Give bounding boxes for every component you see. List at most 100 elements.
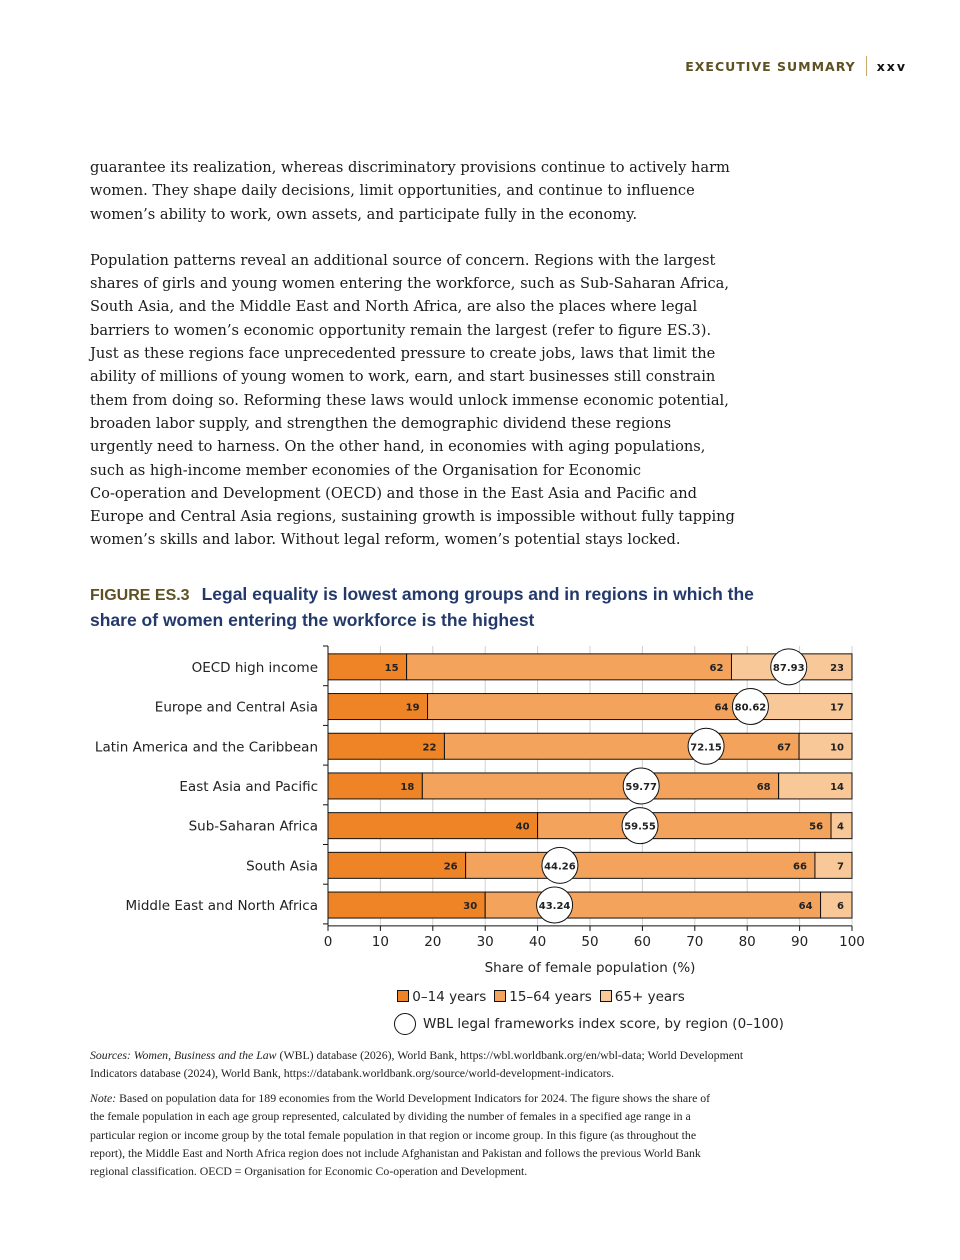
bar-segment xyxy=(406,653,732,681)
text-line: Population patterns reveal an additional… xyxy=(90,251,716,269)
bar-segment xyxy=(327,693,429,721)
score-marker xyxy=(536,886,574,924)
text-line: South Asia, and the Middle East and Nort… xyxy=(90,298,698,316)
bar-segment xyxy=(327,653,408,681)
bar-segment xyxy=(465,851,816,879)
running-header: EXECUTIVE SUMMARY xxv xyxy=(685,56,907,76)
data-label: 14 xyxy=(830,782,844,793)
text-line: particular region or income group by the… xyxy=(90,1127,697,1142)
figure-title-line-2: share of women entering the workforce is… xyxy=(90,610,535,630)
figure-label: FIGURE ES.3 xyxy=(90,587,190,604)
text-line: women’s ability to work, own assets, and… xyxy=(90,205,638,223)
category-label: OECD high income xyxy=(192,660,318,676)
x-tick-label: 80 xyxy=(739,934,756,950)
score-marker xyxy=(622,767,660,805)
data-label: 7 xyxy=(837,861,844,872)
text-line: ability of millions of young women to wo… xyxy=(90,368,716,386)
score-label: 72.15 xyxy=(690,742,722,753)
bar-segment xyxy=(762,693,853,721)
data-label: 19 xyxy=(406,703,420,714)
sources-text: Sources: Women, Business and the Law (WB… xyxy=(90,1046,910,1083)
text-line: the female population in each age group … xyxy=(90,1109,691,1124)
body-text: guarantee its realization, whereas discr… xyxy=(90,156,735,575)
text-line: Indicators database (2024), World Bank, … xyxy=(90,1066,615,1081)
legend-series: 0–14 years 15–64 years 65+ years xyxy=(0,989,960,1005)
data-label: 66 xyxy=(793,861,807,872)
bar-segment xyxy=(327,732,445,760)
text-line: such as high-income member economies of … xyxy=(90,461,642,479)
paragraph: guarantee its realization, whereas discr… xyxy=(90,156,735,226)
legend-swatch-icon xyxy=(599,990,612,1002)
data-label: 10 xyxy=(830,742,844,753)
legend-swatch-icon xyxy=(397,990,410,1002)
bar-segment xyxy=(327,812,539,840)
data-label: 15 xyxy=(385,663,399,674)
text-line: women. They shape daily decisions, limit… xyxy=(90,182,695,200)
section-title: EXECUTIVE SUMMARY xyxy=(685,58,856,74)
score-marker xyxy=(541,846,579,884)
header-divider xyxy=(865,56,867,76)
text-line: them from doing so. Reforming these laws… xyxy=(90,391,729,409)
category-label: Latin America and the Caribbean xyxy=(95,739,318,755)
legend-label: 65+ years xyxy=(614,989,685,1005)
data-label: 30 xyxy=(463,901,477,912)
score-label: 59.55 xyxy=(624,822,656,833)
x-tick-label: 30 xyxy=(477,934,494,950)
category-label: Sub-Saharan Africa xyxy=(189,819,318,835)
legend-score-label: WBL legal frameworks index score, by reg… xyxy=(423,1016,784,1032)
text-line: Europe and Central Asia regions, sustain… xyxy=(90,508,735,526)
category-label: Middle East and North Africa xyxy=(125,898,318,914)
text-line: broaden labor supply, and strengthen the… xyxy=(90,414,672,432)
category-label: South Asia xyxy=(246,858,318,874)
category-label: Europe and Central Asia xyxy=(155,700,318,716)
category-label: East Asia and Pacific xyxy=(179,779,318,795)
data-label: 64 xyxy=(799,901,813,912)
bar-segment xyxy=(778,772,853,800)
data-label: 62 xyxy=(710,663,724,674)
note-text: Note: Based on population data for 189 e… xyxy=(90,1089,910,1180)
figure-title: FIGURE ES.3 Legal equality is lowest amon… xyxy=(90,582,950,633)
data-label: 23 xyxy=(830,663,844,674)
data-label: 18 xyxy=(400,782,414,793)
x-tick-label: 20 xyxy=(424,934,441,950)
legend-item: 65+ years xyxy=(599,989,685,1005)
bar-segment xyxy=(830,812,853,840)
text-line: Sources: Women, Business and the Law (WB… xyxy=(90,1048,744,1062)
paragraph: Population patterns reveal an additional… xyxy=(90,249,735,552)
text-line: guarantee its realization, whereas discr… xyxy=(90,159,730,176)
bar-segment xyxy=(427,693,764,721)
text-line: shares of girls and young women entering… xyxy=(90,275,730,293)
bar-segment xyxy=(537,812,832,840)
score-label: 59.77 xyxy=(625,782,657,793)
bar-segment xyxy=(327,851,467,879)
x-tick-label: 0 xyxy=(324,934,333,950)
text-line: report), the Middle East and North Afric… xyxy=(90,1145,701,1160)
bar-segment xyxy=(421,772,780,800)
data-label: 67 xyxy=(777,742,791,753)
data-label: 64 xyxy=(715,703,729,714)
page-number: xxv xyxy=(876,58,907,74)
bar-segment xyxy=(443,732,800,760)
legend-item: 0–14 years xyxy=(397,989,486,1005)
x-tick-label: 10 xyxy=(372,934,389,950)
bar-segment xyxy=(484,891,822,919)
data-label: 4 xyxy=(837,822,844,833)
legend-label: 0–14 years xyxy=(412,989,487,1005)
x-tick-label: 50 xyxy=(581,934,598,950)
legend-swatch-icon xyxy=(494,990,507,1002)
data-label: 40 xyxy=(516,822,530,833)
data-label: 68 xyxy=(757,782,771,793)
score-label: 44.26 xyxy=(544,861,576,872)
score-label: 80.62 xyxy=(735,703,767,714)
data-label: 56 xyxy=(809,822,823,833)
legend-label: 15–64 years xyxy=(509,989,592,1005)
data-label: 17 xyxy=(830,703,844,714)
x-tick-label: 40 xyxy=(529,934,546,950)
x-tick-label: 100 xyxy=(839,934,865,950)
stacked-bar-chart: 0 10 20 30 40 50 60 70 80 90 100 Share of female po… xyxy=(95,645,865,976)
x-tick-label: 70 xyxy=(686,934,703,950)
x-tick-label: 90 xyxy=(791,934,808,950)
text-line: Note: Based on population data for 189 e… xyxy=(90,1091,711,1105)
x-axis-title: Share of female population (%) xyxy=(485,960,696,976)
text-line: women’s skills and labor. Without legal … xyxy=(90,531,681,549)
